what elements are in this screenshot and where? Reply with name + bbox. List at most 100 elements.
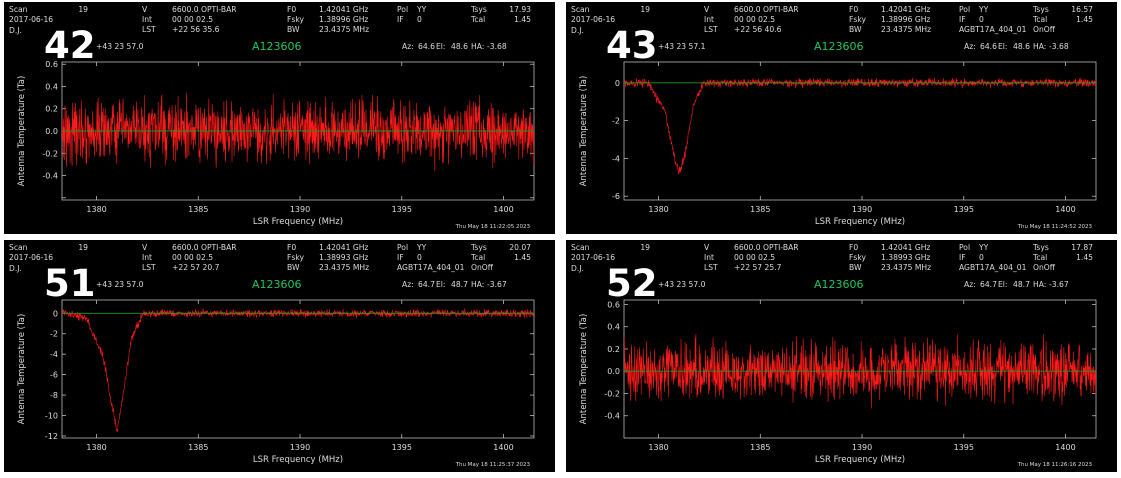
spectrum-series-line [624, 333, 1096, 409]
header-label-tsys: Tsys [1032, 5, 1049, 14]
header-value-if: 0 [417, 253, 422, 262]
header-label-lst: LST [704, 263, 718, 272]
header-value-ha: -3.67 [1049, 280, 1069, 289]
y-axis-label: Antenna Temperature (Ta) [17, 76, 27, 187]
header-value-tsys: 17.87 [1071, 243, 1093, 252]
header-label-if: IF [397, 253, 404, 262]
header-value-lst: +22 57 20.7 [172, 263, 220, 272]
header-value-date: 2017-06-16 [571, 253, 615, 262]
header-label-if: IF [959, 253, 966, 262]
header-value-pol: YY [416, 243, 427, 252]
header-label-tcal: Tcal [1032, 15, 1047, 24]
header-label-dj: D.J. [9, 26, 22, 35]
header-value-v: 6600.0 OPTI-BAR [172, 5, 237, 14]
y-tick-label: 0.0 [607, 367, 620, 376]
header-label-el: El: [436, 280, 445, 289]
spectrum-series-line [624, 77, 1096, 175]
header-value-f0: 1.42041 GHz [881, 243, 930, 252]
panel-number-label: 51 [44, 262, 96, 305]
timestamp: Thu May 18 11:25:37 2023 [455, 462, 531, 468]
header-value-f0: 1.42041 GHz [881, 5, 930, 14]
header-label-pol: Pol [959, 5, 970, 14]
y-tick-label: 0.4 [45, 82, 58, 91]
y-tick-label: -4 [50, 350, 58, 359]
x-tick-label: 1395 [954, 443, 974, 452]
spectrum-panel: Scan D.J. V Int LST F0 Fsky BW Pol IF Tsys Tcal Az: E… [566, 2, 1117, 234]
y-tick-label: 0.4 [607, 323, 620, 332]
y-axis-label: Antenna Temperature (Ta) [579, 76, 589, 187]
header-value-el: 48.7 [451, 280, 468, 289]
header-value-proj: AGBT17A_404_01 [397, 263, 465, 272]
header-label-v: V [704, 243, 710, 252]
header-value-date: 2017-06-16 [9, 15, 53, 24]
header-label-tcal: Tcal [470, 15, 485, 24]
y-tick-label: -12 [45, 432, 58, 441]
header-value-int: 00 00 02.5 [734, 15, 775, 24]
x-axis-label: LSR Frequency (MHz) [815, 217, 905, 227]
y-tick-label: -2 [612, 117, 620, 126]
panel-number-label: 52 [606, 262, 658, 305]
header-value-el: 48.7 [1013, 280, 1030, 289]
header-value-fsky: 1.38996 GHz [319, 15, 368, 24]
timestamp: Thu May 18 11:22:05 2023 [455, 224, 531, 230]
x-axis-label: LSR Frequency (MHz) [815, 455, 905, 465]
header-value-ha: -3.68 [487, 42, 507, 51]
header-label-dj: D.J. [571, 26, 584, 35]
header-label-az: Az: [402, 42, 414, 51]
x-tick-label: 1385 [188, 443, 208, 452]
header-value-pol: YY [978, 5, 989, 14]
y-tick-label: -0.2 [604, 389, 620, 398]
header-value-pol: YY [978, 243, 989, 252]
header-value-fsky: 1.38993 GHz [319, 253, 368, 262]
plot-frame [623, 61, 1097, 201]
header-label-fsky: Fsky [287, 15, 304, 24]
header-value-mode: OnOff [1033, 25, 1056, 34]
header-value-int: 00 00 02.5 [172, 15, 213, 24]
y-axis-label: Antenna Temperature (Ta) [17, 314, 27, 425]
timestamp: Thu May 18 11:24:52 2023 [1017, 224, 1093, 230]
x-tick-label: 1400 [493, 443, 513, 452]
x-tick-label: 1385 [188, 205, 208, 214]
x-tick-label: 1380 [86, 205, 106, 214]
header-value-int: 00 00 02.5 [734, 253, 775, 262]
header-label-az: Az: [402, 280, 414, 289]
y-tick-label: 0 [53, 309, 58, 318]
header-value-az: 64.6 [418, 42, 435, 51]
header-value-mode: OnOff [1033, 263, 1056, 272]
header-label-pol: Pol [959, 243, 970, 252]
header-value-tsys: 17.93 [509, 5, 531, 14]
header-value-bw: 23.4375 MHz [881, 263, 931, 272]
spectrum-series-line [62, 308, 534, 433]
y-tick-label: 0.2 [45, 105, 58, 114]
header-value-coords: +43 23 57.0 [96, 42, 144, 51]
header-value-f0: 1.42041 GHz [319, 243, 368, 252]
header-label-pol: Pol [397, 243, 408, 252]
header-value-fsky: 1.38996 GHz [881, 15, 930, 24]
timestamp: Thu May 18 11:26:16 2023 [1017, 462, 1093, 468]
x-tick-label: 1395 [392, 443, 412, 452]
header-value-bw: 23.4375 MHz [881, 25, 931, 34]
plot-frame [61, 299, 535, 439]
header-value-tcal: 1.45 [514, 253, 531, 262]
header-value-bw: 23.4375 MHz [319, 25, 369, 34]
header-label-el: El: [436, 42, 445, 51]
x-tick-label: 1400 [1055, 443, 1075, 452]
header-label-ha: HA: [471, 42, 484, 51]
y-tick-label: -0.2 [42, 149, 58, 158]
header-label-el: El: [998, 280, 1007, 289]
header-label-f0: F0 [287, 243, 296, 252]
spectrum-panel: Scan D.J. V Int LST F0 Fsky BW Pol IF Tsys Tcal Az: E… [4, 240, 555, 472]
header-label-lst: LST [142, 25, 156, 34]
header-label-fsky: Fsky [849, 253, 866, 262]
header-value-lst: +22 56 35.6 [172, 25, 220, 34]
header-value-az: 64.7 [418, 280, 435, 289]
header-value-v: 6600.0 OPTI-BAR [172, 243, 237, 252]
header-value-coords: +43 23 57.1 [658, 42, 706, 51]
header-value-lst: +22 56 40.6 [734, 25, 782, 34]
x-tick-label: 1380 [86, 443, 106, 452]
y-tick-label: 0.0 [45, 127, 58, 136]
header-value-az: 64.7 [980, 280, 997, 289]
